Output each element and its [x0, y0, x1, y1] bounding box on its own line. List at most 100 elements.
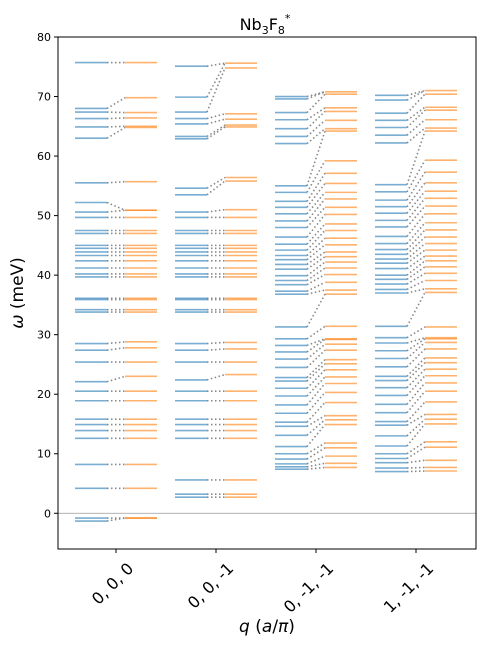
mode-connector — [406, 466, 426, 469]
mode-connector — [306, 391, 326, 414]
title-sub2: 8 — [278, 24, 285, 37]
mode-connector — [306, 128, 326, 145]
mode-connector — [306, 289, 326, 295]
mode-connector — [406, 260, 426, 276]
x-axis: 0, 0, 0 0, 0, -1 0, -1, -1 1, -1, -1 — [88, 549, 437, 616]
mode-connector — [306, 267, 326, 282]
mode-connector — [306, 223, 326, 245]
title-mid: F — [269, 15, 278, 34]
y-tick-label: 30 — [37, 329, 51, 342]
mode-connector — [206, 373, 226, 381]
mode-connector — [106, 209, 126, 213]
mode-connector — [106, 97, 126, 110]
xlabel-open: ( — [250, 617, 262, 637]
mode-connector — [306, 369, 326, 389]
mode-connector — [206, 124, 226, 138]
mode-connector — [106, 126, 126, 139]
mode-connector — [406, 357, 426, 377]
mode-connector — [406, 89, 426, 101]
mode-connector — [306, 213, 326, 238]
mode-connector — [206, 67, 226, 113]
mode-connector — [406, 470, 426, 473]
y-tick-label: 70 — [37, 91, 51, 104]
mode-connector — [306, 110, 326, 130]
mode-connector — [106, 346, 126, 351]
mode-connector — [406, 190, 426, 214]
mode-connector — [306, 172, 326, 202]
mode-connector — [306, 91, 326, 100]
mode-group — [175, 62, 257, 499]
mode-connector — [206, 348, 226, 351]
mode-connector — [406, 197, 426, 221]
mode-connector — [306, 343, 326, 360]
mode-connector — [406, 236, 426, 255]
mode-connector — [106, 341, 126, 345]
mode-connector — [106, 111, 126, 114]
y-tick-label: 80 — [37, 31, 51, 44]
mode-connector — [406, 119, 426, 136]
mode-connector — [406, 171, 426, 201]
mode-connector — [406, 182, 426, 208]
mode-connector — [206, 180, 226, 196]
mode-connector — [306, 293, 326, 328]
mode-connector — [306, 251, 326, 266]
mode-connector — [406, 341, 426, 360]
mode-connector — [406, 423, 426, 447]
plot-area — [58, 61, 476, 522]
mode-connector — [306, 206, 326, 229]
mode-connector — [406, 229, 426, 251]
mode-connector — [106, 375, 126, 383]
y-tick-label: 60 — [37, 150, 51, 163]
mode-connector — [406, 413, 426, 426]
mode-connector — [206, 118, 226, 125]
mode-connector — [406, 441, 426, 455]
mode-connector — [306, 382, 326, 406]
x-tick-label: 0, -1, -1 — [280, 559, 338, 617]
y-tick-label: 0 — [44, 507, 51, 520]
mode-group — [75, 61, 157, 522]
mode-connector — [106, 201, 126, 211]
mode-connector — [206, 113, 226, 120]
mode-connector — [406, 266, 426, 280]
mode-connector — [306, 130, 326, 187]
mode-connector — [306, 256, 326, 270]
mode-connector — [406, 255, 426, 270]
xlabel-slash: / — [272, 617, 278, 637]
mode-connector — [406, 368, 426, 389]
mode-connector — [306, 376, 326, 397]
mode-connector — [306, 273, 326, 286]
mode-connector — [306, 198, 326, 222]
y-tick-label: 20 — [37, 388, 51, 401]
mode-connector — [406, 336, 426, 344]
y-tick-label: 10 — [37, 448, 51, 461]
mode-connector — [306, 402, 326, 423]
mode-connector — [406, 348, 426, 368]
x-tick-label: 0, 0, -1 — [184, 559, 237, 612]
mode-connector — [306, 424, 326, 448]
mode-group — [375, 89, 457, 473]
mode-connector — [306, 338, 326, 347]
x-axis-title: q (a/π) — [239, 617, 295, 637]
mode-connector — [106, 180, 126, 184]
mode-connector — [406, 205, 426, 228]
mode-connector — [406, 93, 426, 114]
mode-connector — [406, 109, 426, 129]
mode-connector — [406, 375, 426, 396]
axes-frame — [57, 36, 477, 550]
mode-connector — [306, 349, 326, 368]
mode-connector — [406, 272, 426, 285]
y-axis-title: ω (meV) — [8, 257, 28, 329]
mode-connector — [406, 222, 426, 245]
mode-connector — [206, 62, 226, 67]
mode-connector — [306, 281, 326, 292]
mode-connector — [106, 125, 126, 128]
mode-connector — [306, 455, 326, 465]
mode-connector — [306, 191, 326, 215]
mode-connector — [406, 288, 426, 294]
mode-connector — [306, 466, 326, 471]
xlabel-a: a — [262, 617, 272, 637]
mode-connector — [406, 89, 426, 97]
title-sup: * — [285, 12, 291, 25]
mode-connector — [406, 326, 426, 339]
